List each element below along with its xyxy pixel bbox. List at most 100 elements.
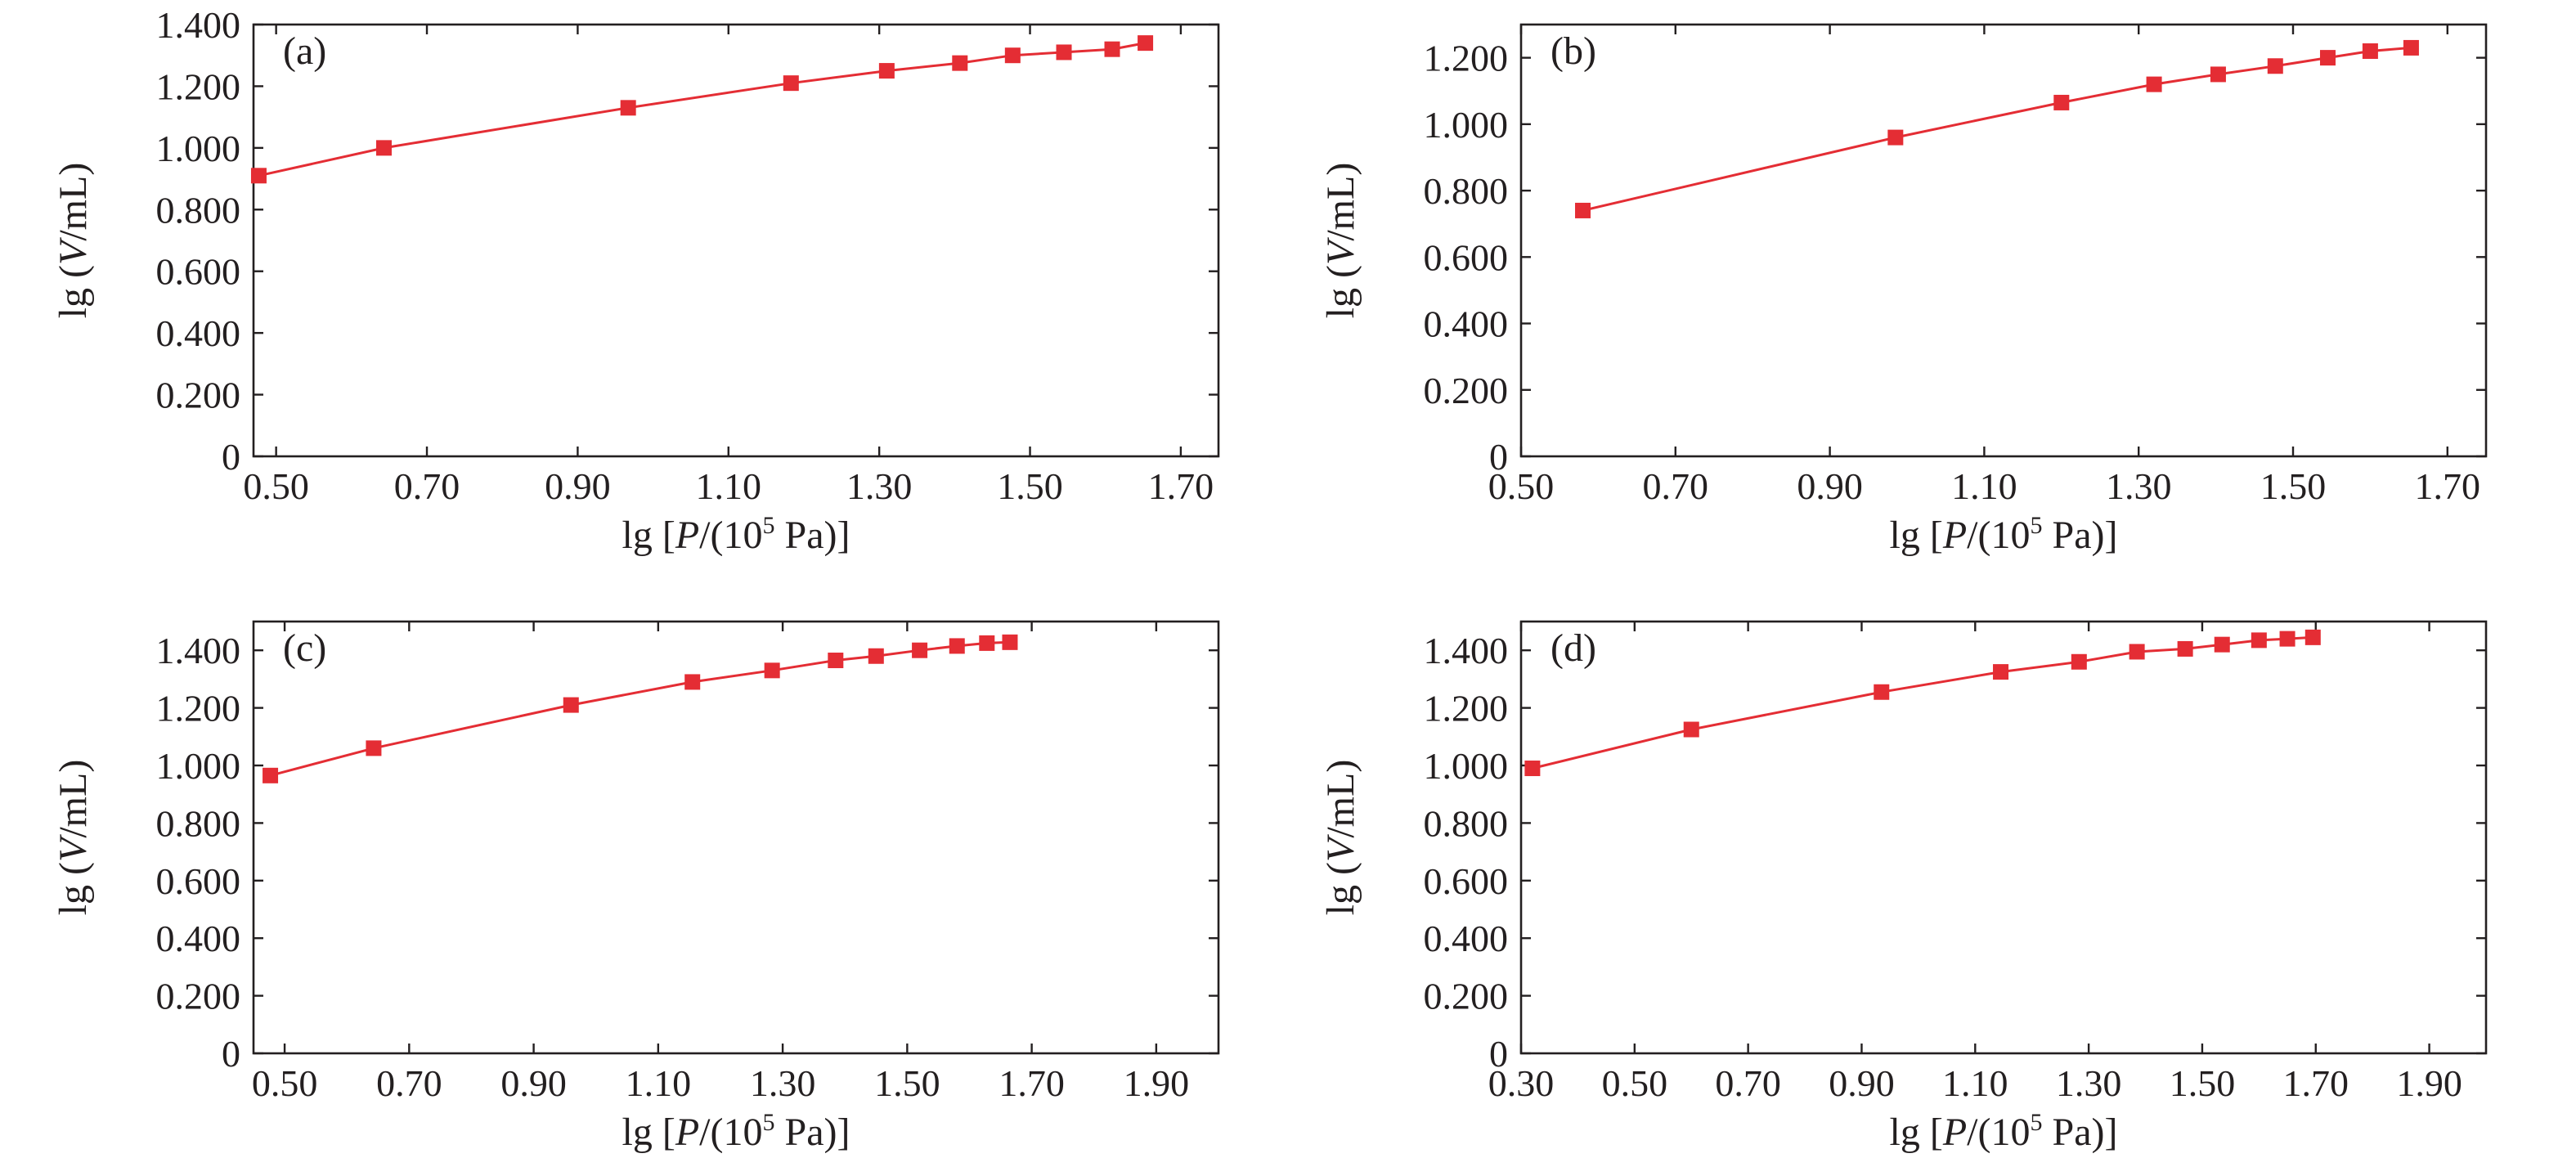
x-tick-label: 0.50: [1602, 1062, 1668, 1104]
y-tick-label: 1.200: [156, 65, 241, 107]
x-tick-label: 1.70: [999, 1062, 1065, 1104]
axis-label-part: lg (: [52, 862, 95, 915]
x-tick-label: 0.70: [376, 1062, 442, 1104]
data-point: [2251, 632, 2267, 649]
x-tick-label: 1.10: [1951, 465, 2017, 507]
axis-label-part: 5: [2031, 1109, 2043, 1136]
y-tick-label: 1.000: [156, 128, 241, 169]
x-tick-label: 1.30: [750, 1062, 816, 1104]
data-point: [783, 75, 799, 92]
series-line: [1532, 635, 2313, 770]
y-axis-label: lg (V/mL): [1319, 760, 1362, 916]
x-tick-label: 1.50: [997, 465, 1063, 507]
data-point: [684, 674, 701, 690]
data-point: [979, 635, 995, 651]
y-axis-label: lg (V/mL): [52, 760, 95, 916]
y-tick-label: 1.000: [1424, 104, 1509, 146]
y-tick-label: 0.800: [1424, 802, 1509, 844]
x-tick-label: 0.90: [1797, 465, 1863, 507]
axis-label-part: /mL): [52, 760, 95, 838]
data-point: [2214, 636, 2230, 653]
axis-label-part: V: [1319, 237, 1362, 265]
data-point: [1683, 721, 1699, 738]
x-tick-label: 0.70: [1715, 1062, 1781, 1104]
data-point: [250, 168, 267, 184]
plot-frame: [252, 23, 1220, 458]
y-axis-label: lg (V/mL): [52, 163, 95, 319]
data-point: [878, 63, 895, 79]
axis-label-part: V: [1319, 834, 1362, 862]
y-tick-label: 0.600: [156, 860, 241, 902]
axis-label-part: /(10: [699, 514, 762, 557]
data-point: [2129, 644, 2145, 660]
data-point: [1138, 35, 1154, 52]
axis-label-part: /(10: [1967, 514, 2030, 557]
x-tick-label: 1.70: [2283, 1062, 2349, 1104]
axis-label-part: 5: [763, 1109, 775, 1136]
x-tick-label: 1.90: [2396, 1062, 2462, 1104]
data-point: [563, 697, 579, 713]
axis-label-part: P: [675, 1111, 699, 1154]
chart-panel-a: 0.50 0.70 0.90 1.10 1.30 1.50 1.70 0 0.200 0.400 0…: [52, 4, 1220, 557]
axis-label-part: lg (: [1319, 265, 1362, 318]
data-point: [912, 642, 928, 658]
x-axis-label: lg [P/(105 Pa)]: [1890, 1109, 2118, 1154]
axis-label-part: Pa)]: [2043, 514, 2118, 557]
x-tick-label: 1.10: [626, 1062, 692, 1104]
data-point: [2279, 631, 2296, 647]
axis-label-part: V: [52, 834, 95, 862]
panel-label: (c): [283, 626, 326, 670]
axis-label-part: Pa)]: [2043, 1111, 2118, 1154]
data-point: [949, 638, 965, 654]
x-tick-label: 1.30: [2056, 1062, 2122, 1104]
y-tick-label: 0.200: [1424, 976, 1509, 1017]
data-point: [2146, 76, 2162, 92]
panel-label: (b): [1551, 29, 1596, 73]
axis-label-part: V: [52, 237, 95, 265]
panel-label: (d): [1551, 626, 1596, 670]
y-tick-label: 0.800: [156, 802, 241, 844]
axis-label-part: P: [675, 514, 699, 557]
data-point: [1004, 47, 1021, 64]
data-point: [366, 740, 382, 756]
y-tick-label: 1.400: [156, 4, 241, 46]
data-point: [2210, 66, 2226, 83]
data-point: [1524, 761, 1541, 777]
data-point: [2403, 39, 2419, 56]
data-point: [263, 767, 279, 783]
axis-label-part: Pa)]: [775, 1111, 850, 1154]
data-point: [2362, 43, 2378, 59]
axis-label-part: /mL): [52, 163, 95, 241]
plot-frame: [1519, 23, 2488, 458]
x-axis-label: lg [P/(105 Pa)]: [622, 1109, 850, 1154]
axis-label-part: lg [: [622, 514, 675, 557]
axis-label-part: lg [: [622, 1111, 675, 1154]
axis-label-part: Pa)]: [775, 514, 850, 557]
y-tick-label: 0.400: [1424, 303, 1509, 345]
x-tick-label: 1.90: [1124, 1062, 1190, 1104]
x-tick-label: 0.90: [1829, 1062, 1895, 1104]
x-tick-label: 0.70: [1643, 465, 1709, 507]
axis-label-part: 5: [2031, 512, 2043, 539]
x-tick-label: 1.50: [2170, 1062, 2236, 1104]
y-tick-label: 0.200: [1424, 370, 1509, 411]
plot-frame: [252, 620, 1220, 1055]
chart-panel-b: 0.50 0.70 0.90 1.10 1.30 1.50 1.70 0 0.200 0.400 0…: [1319, 23, 2488, 557]
data-point: [2267, 58, 2283, 74]
data-point: [2177, 640, 2193, 657]
y-tick-label: 1.200: [1424, 38, 1509, 79]
x-tick-label: 1.70: [1148, 465, 1214, 507]
y-tick-label: 1.000: [1424, 745, 1509, 787]
y-tick-label: 1.000: [156, 745, 241, 787]
data-point: [1887, 129, 1904, 146]
x-tick-label: 0.50: [252, 1062, 318, 1104]
x-tick-label: 0.50: [243, 465, 309, 507]
x-tick-label: 1.30: [2106, 465, 2172, 507]
y-tick-label: 0: [1489, 436, 1508, 478]
x-tick-label: 1.30: [846, 465, 913, 507]
x-tick-label: 1.50: [2260, 465, 2327, 507]
data-point: [952, 55, 968, 71]
data-point: [1056, 44, 1072, 61]
y-tick-label: 0.600: [1424, 860, 1509, 902]
